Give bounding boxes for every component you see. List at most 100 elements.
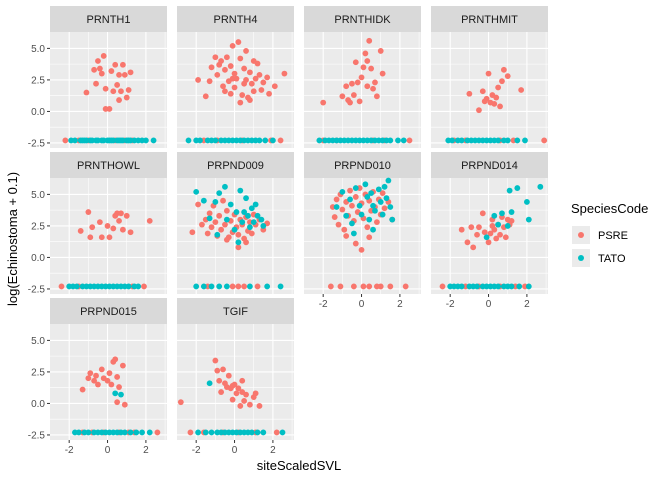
x-tick-label: 0	[359, 299, 365, 310]
data-point-psre	[110, 225, 117, 232]
data-point-tato	[370, 226, 376, 233]
data-point-psre	[229, 75, 236, 82]
data-point-psre	[352, 194, 359, 200]
legend-label-tato: TATO	[598, 253, 626, 265]
data-point-psre	[96, 219, 103, 226]
data-point-psre	[474, 231, 480, 238]
data-point-psre	[252, 75, 259, 82]
data-point-tato	[504, 137, 511, 144]
data-point-psre	[119, 226, 126, 233]
data-point-psre	[243, 239, 249, 246]
data-point-psre	[406, 137, 413, 144]
data-point-tato	[260, 223, 267, 229]
data-point-tato	[343, 212, 350, 219]
data-point-psre	[223, 207, 230, 214]
data-point-psre	[187, 429, 194, 436]
data-point-psre	[541, 137, 548, 144]
data-point-psre	[352, 240, 359, 247]
data-point-tato	[358, 211, 365, 218]
data-point-psre	[379, 70, 386, 77]
data-point-psre	[87, 370, 94, 377]
data-point-tato	[537, 183, 544, 190]
data-point-tato	[387, 137, 394, 144]
data-point-psre	[241, 65, 248, 72]
data-point-tato	[387, 204, 394, 210]
data-point-psre	[114, 374, 121, 380]
data-point-tato	[121, 429, 128, 436]
data-point-psre	[114, 399, 121, 406]
data-point-psre	[235, 244, 242, 251]
data-point-psre	[246, 69, 253, 76]
data-point-tato	[208, 429, 215, 436]
data-point-psre	[481, 229, 488, 236]
data-point-psre	[118, 210, 124, 217]
data-point-psre	[485, 239, 492, 246]
facet-panel: PRNTHIDK	[304, 6, 421, 148]
data-point-tato	[254, 212, 261, 219]
data-point-psre	[202, 93, 209, 100]
data-point-psre	[222, 221, 228, 228]
data-point-tato	[243, 195, 249, 202]
facet-strip-label: PRPND014	[461, 160, 518, 172]
data-point-tato	[75, 429, 82, 436]
data-point-psre	[189, 229, 196, 236]
data-point-psre	[331, 214, 338, 220]
data-point-psre	[229, 42, 236, 49]
data-point-tato	[377, 199, 384, 205]
data-point-tato	[395, 137, 401, 144]
data-point-tato	[72, 137, 78, 144]
data-point-tato	[264, 283, 271, 290]
data-point-tato	[370, 202, 376, 209]
data-point-psre	[206, 210, 213, 217]
data-point-psre	[333, 196, 340, 203]
data-point-psre	[239, 92, 246, 98]
x-tick-label: 2	[270, 445, 276, 456]
data-point-tato	[143, 137, 149, 144]
data-point-psre	[91, 377, 98, 384]
data-point-psre	[208, 64, 215, 71]
data-point-psre	[458, 226, 465, 233]
data-point-tato	[514, 185, 521, 191]
data-point-tato	[133, 429, 140, 436]
data-point-tato	[250, 219, 257, 226]
data-point-tato	[352, 185, 359, 191]
x-tick-label: -2	[192, 445, 201, 456]
data-point-psre	[504, 73, 511, 80]
data-point-psre	[222, 88, 228, 95]
data-point-tato	[252, 201, 259, 208]
data-point-psre	[362, 50, 369, 57]
data-point-psre	[239, 377, 246, 384]
data-point-psre	[264, 74, 271, 81]
data-point-psre	[339, 93, 346, 100]
data-point-psre	[485, 70, 492, 77]
data-point-psre	[85, 209, 92, 215]
data-point-psre	[476, 224, 482, 231]
data-point-tato	[347, 196, 353, 203]
data-point-tato	[270, 137, 276, 144]
data-point-psre	[256, 71, 263, 78]
data-point-tato	[491, 212, 498, 219]
data-point-psre	[354, 79, 361, 86]
data-point-psre	[231, 381, 238, 388]
data-point-tato	[495, 221, 502, 228]
data-point-tato	[237, 187, 244, 194]
data-point-psre	[237, 55, 244, 62]
data-point-psre	[233, 390, 240, 397]
y-tick-label: 2.5	[31, 367, 45, 378]
data-point-psre	[141, 283, 147, 290]
data-point-psre	[96, 65, 103, 72]
data-point-psre	[235, 385, 242, 392]
facet-panel: PRPND015 -2.5 0.0 2.5 5.0 -2 0 2	[28, 298, 167, 456]
data-point-psre	[216, 212, 223, 219]
data-point-tato	[349, 220, 355, 227]
data-point-tato	[258, 216, 265, 223]
data-point-psre	[500, 66, 507, 73]
data-point-psre	[358, 246, 365, 253]
data-point-psre	[464, 239, 471, 246]
data-point-psre	[360, 64, 367, 71]
facet-panel: PRNTHOWL -2.5 0.0 2.5 5.0	[28, 152, 167, 295]
data-point-psre	[116, 71, 122, 78]
data-point-psre	[479, 88, 486, 95]
data-point-tato	[364, 194, 371, 200]
